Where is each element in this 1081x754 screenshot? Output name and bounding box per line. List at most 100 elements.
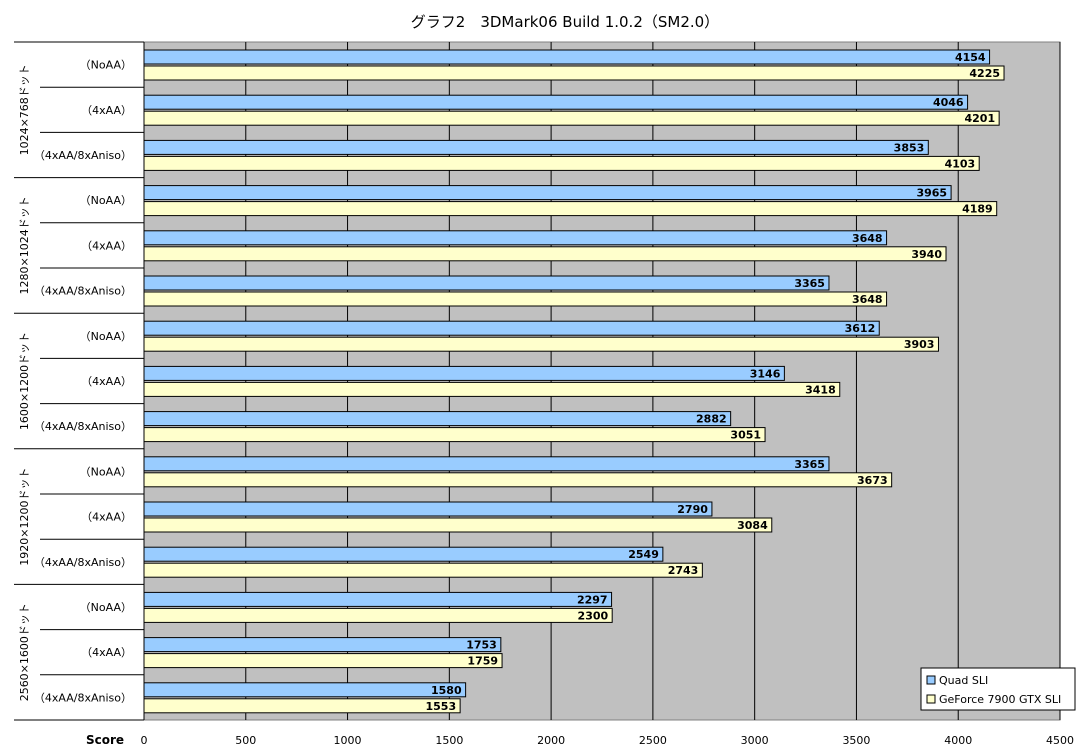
bar-quad-sli [143, 49, 991, 65]
category-label: （4xAA） [81, 646, 132, 659]
bar-gf7900-sli [143, 246, 947, 262]
x-tick-label: 3500 [842, 734, 870, 747]
bar-gf7900-sli [143, 336, 939, 352]
x-tick-label: 1500 [435, 734, 463, 747]
data-label: 3146 [750, 367, 781, 380]
data-label: 3965 [916, 187, 947, 200]
bar-quad-sli [143, 185, 952, 201]
data-label: 3084 [737, 519, 768, 532]
category-label: （4xAA/8xAniso） [34, 691, 132, 704]
category-label: （4xAA/8xAniso） [34, 420, 132, 433]
legend-box [920, 667, 1076, 711]
bar-gf7900-sli [143, 291, 888, 307]
category-label: （NoAA） [80, 59, 132, 72]
bar-quad-sli [143, 591, 613, 607]
x-axis: 0 500 1000 1500 2000 2500 3000 3500 4000 4500 Scor… [86, 733, 1074, 747]
bar-quad-sli [143, 637, 502, 653]
chart-title: グラフ2 3DMark06 Build 1.0.2（SM2.0） [411, 13, 719, 31]
x-tick-label: 2500 [639, 734, 667, 747]
category-labels: 1024×768ドット （NoAA）（4xAA）（4xAA/8xAniso）128… [14, 41, 145, 721]
category-label: （4xAA/8xAniso） [34, 149, 132, 162]
group-label: 2560×1600ドット [18, 603, 31, 701]
data-label: 3940 [911, 248, 942, 261]
group-label: 1600×1200ドット [18, 332, 31, 430]
bar-gf7900-sli [143, 65, 1005, 81]
bar-quad-sli [143, 365, 785, 381]
data-label: 4046 [933, 96, 964, 109]
data-label: 3648 [852, 232, 883, 245]
bar-quad-sli [143, 139, 929, 155]
data-label: 4225 [969, 67, 1000, 80]
data-label: 1553 [425, 700, 456, 713]
x-tick-label: 2000 [537, 734, 565, 747]
data-label: 3853 [894, 141, 925, 154]
category-label: （4xAA） [81, 239, 132, 252]
x-tick-label: 4000 [944, 734, 972, 747]
data-label: 3612 [845, 322, 876, 335]
group-label: 1920×1200ドット [18, 467, 31, 565]
bar-gf7900-sli [143, 698, 461, 714]
bar-quad-sli [143, 94, 969, 110]
data-label: 2297 [577, 593, 608, 606]
category-label: （NoAA） [80, 194, 132, 207]
group-label: 1280×1024ドット [18, 196, 31, 294]
data-label: 3051 [730, 429, 761, 442]
category-label: （4xAA/8xAniso） [34, 285, 132, 298]
bar-gf7900-sli [143, 653, 503, 669]
category-label: （4xAA） [81, 104, 132, 117]
bar-quad-sli [143, 411, 732, 427]
data-label: 3648 [852, 293, 883, 306]
category-label: （4xAA） [81, 511, 132, 524]
bar-quad-sli [143, 320, 880, 336]
bar-quad-sli [143, 501, 713, 517]
plot-background [143, 41, 1061, 721]
bar-quad-sli [143, 275, 830, 291]
category-label: （NoAA） [80, 465, 132, 478]
bar-gf7900-sli [143, 562, 703, 578]
x-tick-label: 500 [235, 734, 256, 747]
data-label: 4154 [955, 51, 986, 64]
legend-swatch [926, 675, 936, 685]
bar-gf7900-sli [143, 427, 766, 443]
bar-gf7900-sli [143, 155, 980, 171]
category-label: （NoAA） [80, 601, 132, 614]
bar-gf7900-sli [143, 201, 998, 217]
data-label: 1580 [431, 684, 462, 697]
bar-quad-sli [143, 546, 664, 562]
data-label: 2743 [668, 564, 699, 577]
bar-gf7900-sli [143, 472, 893, 488]
x-tick-label: 3000 [741, 734, 769, 747]
data-label: 3673 [857, 474, 888, 487]
x-tick-label: 0 [141, 734, 148, 747]
bar-gf7900-sli [143, 381, 841, 397]
data-label: 1759 [467, 655, 498, 668]
category-label: （NoAA） [80, 330, 132, 343]
x-axis-title: Score [86, 733, 124, 747]
data-label: 3365 [794, 458, 825, 471]
group-label: 1024×768ドット [18, 64, 31, 155]
legend-swatch [926, 694, 936, 704]
plot-area [143, 41, 1061, 721]
legend-entry: Quad SLI [939, 674, 988, 687]
category-label: （4xAA/8xAniso） [34, 556, 132, 569]
legend: Quad SLI GeForce 7900 GTX SLI [920, 667, 1076, 711]
data-label: 3365 [794, 277, 825, 290]
data-label: 2882 [696, 413, 727, 426]
data-label: 2790 [677, 503, 708, 516]
data-label: 3418 [805, 383, 836, 396]
category-label: （4xAA） [81, 375, 132, 388]
data-label: 3903 [904, 338, 935, 351]
bar-quad-sli [143, 682, 467, 698]
bar-gf7900-sli [143, 607, 613, 623]
data-label: 2549 [628, 548, 659, 561]
data-label: 2300 [578, 609, 609, 622]
bar-gf7900-sli [143, 517, 773, 533]
data-label: 4201 [965, 112, 996, 125]
data-label: 1753 [466, 639, 497, 652]
data-label: 4103 [945, 157, 976, 170]
bar-quad-sli [143, 456, 830, 472]
bar-gf7900-sli [143, 110, 1000, 126]
x-tick-label: 4500 [1046, 734, 1074, 747]
